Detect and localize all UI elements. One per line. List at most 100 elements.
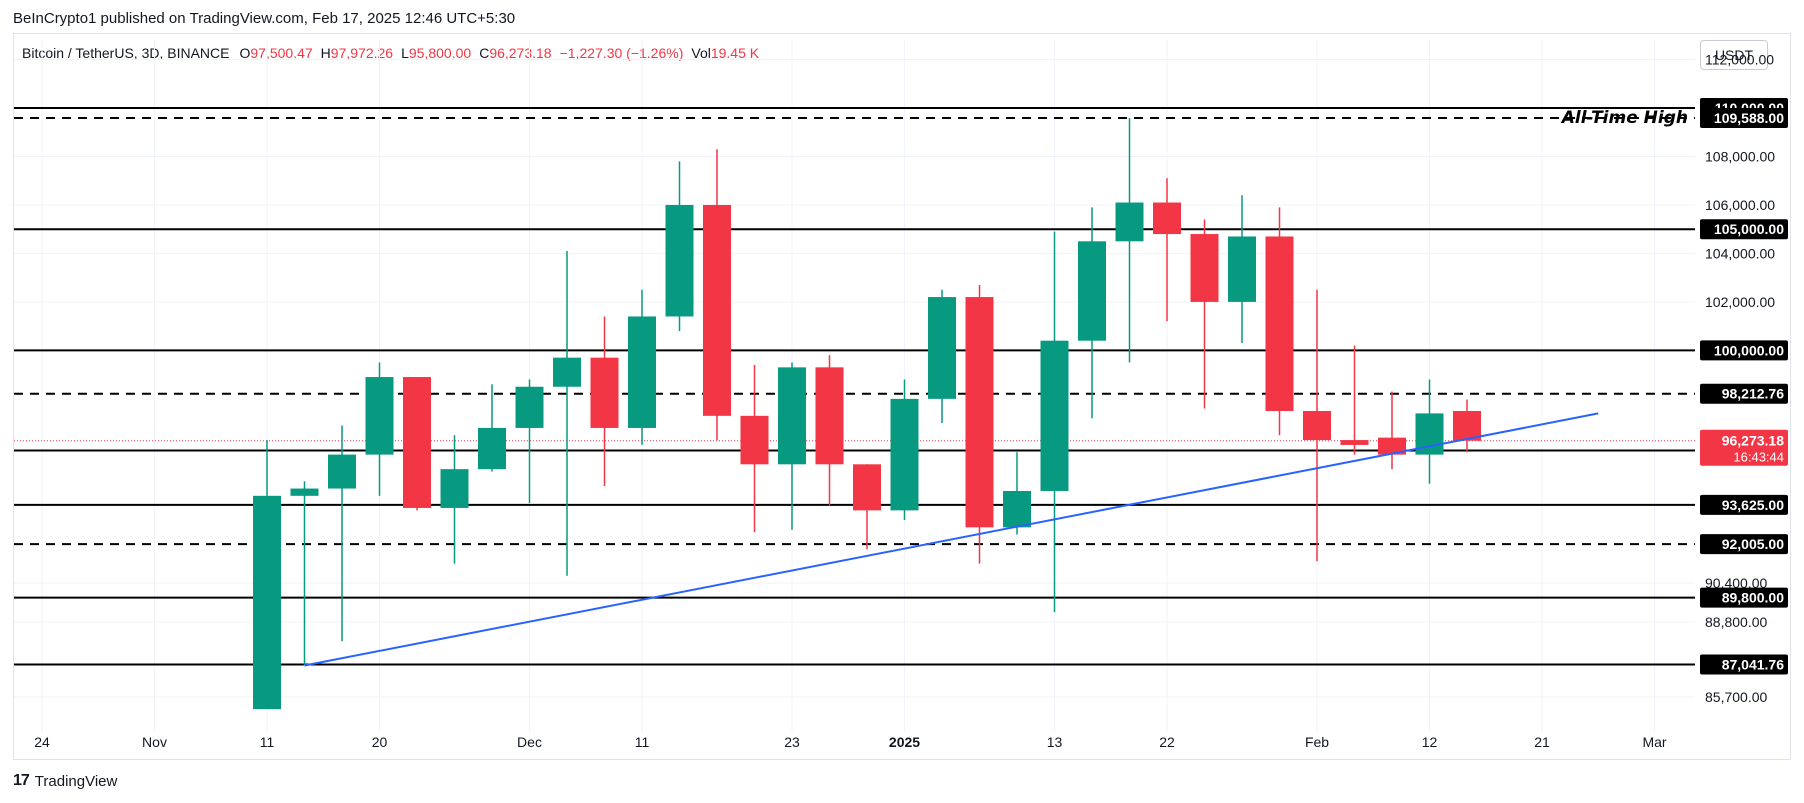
candle-body — [778, 367, 806, 465]
change-value: −1,227.30 (−1.26%) — [559, 45, 684, 61]
level-badge-label: 89,800.00 — [1722, 590, 1784, 606]
symbol-name[interactable]: Bitcoin / TetherUS, 3D, BINANCE — [22, 45, 230, 61]
tradingview-logo-icon[interactable]: 17 — [13, 772, 30, 789]
time-tick-label: Mar — [1642, 734, 1666, 750]
candle-body — [590, 357, 619, 428]
current-price-badge-bg — [1700, 429, 1788, 466]
candle-body — [1040, 340, 1069, 491]
candle-body — [1303, 410, 1331, 441]
candle-down — [1153, 178, 1181, 322]
open-label: O — [239, 45, 251, 61]
level-badge: 109,588.00 — [1700, 107, 1788, 128]
candle-down — [1453, 399, 1481, 453]
low-value: 95,800.00 — [408, 45, 472, 61]
candles — [253, 117, 1481, 710]
candle-body — [928, 297, 956, 399]
grid — [14, 40, 1695, 732]
candle-body — [365, 377, 394, 455]
level-badge: 87,041.76 — [1700, 654, 1788, 675]
candle-body — [703, 204, 731, 416]
candle-body — [1378, 437, 1406, 455]
footer: 17 TradingView — [13, 772, 117, 790]
time-tick-label: 13 — [1047, 734, 1063, 750]
level-badge-label: 105,000.00 — [1714, 221, 1784, 237]
candle-body — [478, 427, 506, 470]
candle-up — [515, 379, 544, 504]
countdown-label: 16:43:44 — [1733, 450, 1784, 465]
candle-down — [1340, 345, 1369, 455]
price-tick-label: 102,000.00 — [1705, 294, 1775, 310]
time-tick-label: Feb — [1305, 734, 1329, 750]
candle-down — [815, 355, 844, 506]
high-label: H — [320, 45, 331, 61]
footer-brand[interactable]: TradingView — [34, 772, 118, 790]
candle-body — [1078, 241, 1106, 341]
level-badge: 93,625.00 — [1700, 494, 1788, 515]
time-tick-label: 20 — [372, 734, 388, 750]
candle-down — [703, 149, 731, 441]
volume-value: 19.45 K — [710, 45, 760, 61]
candle-down — [1303, 289, 1331, 562]
candle-up — [365, 362, 394, 496]
symbol-legend: Bitcoin / TetherUS, 3D, BINANCE O97,500.4… — [22, 45, 767, 61]
candle-up — [1078, 207, 1106, 419]
time-tick-label: 21 — [1534, 734, 1550, 750]
candle-up — [1228, 195, 1256, 344]
price-tick-label: 85,700.00 — [1705, 689, 1767, 705]
candle-up — [253, 440, 281, 710]
candle-body — [1340, 440, 1369, 445]
candle-down — [1265, 207, 1294, 436]
candle-up — [928, 289, 956, 424]
time-axis: 24 Nov 11 20 Dec 11 23 2025 13 22 Feb 12 21 Mar — [34, 734, 1667, 750]
time-tick-label: 22 — [1159, 734, 1175, 750]
candle-body — [853, 464, 881, 511]
candle-body — [1003, 490, 1031, 528]
price-tick-label: 88,800.00 — [1705, 614, 1767, 630]
time-tick-label: Nov — [142, 734, 167, 750]
level-badge-label: 98,212.76 — [1722, 386, 1784, 402]
currency-button[interactable]: USDT — [1700, 40, 1768, 70]
level-badge-bg — [1700, 340, 1788, 361]
candle-up — [328, 425, 356, 642]
candle-body — [665, 204, 694, 317]
candle-body — [1265, 236, 1294, 411]
level-badge-bg — [1700, 534, 1788, 555]
level-badge: 98,212.76 — [1700, 383, 1788, 404]
candle-body — [515, 386, 544, 428]
candle-down — [403, 377, 431, 511]
candle-up — [628, 289, 656, 445]
level-badge-label: 109,588.00 — [1714, 110, 1784, 126]
time-tick-label: 2025 — [889, 734, 920, 750]
time-tick-label: Dec — [517, 734, 542, 750]
low-label: L — [401, 45, 409, 61]
close-value: 96,273.18 — [489, 45, 552, 61]
candle-body — [440, 469, 469, 508]
candle-body — [628, 316, 656, 428]
level-badge: 100,000.00 — [1700, 340, 1788, 361]
price-axis: 112,000.00 108,000.00 106,000.00 104,000.00… — [1700, 52, 1788, 705]
candle-body — [1228, 236, 1256, 302]
trendline — [304, 412, 1599, 667]
level-badge: 92,005.00 — [1700, 534, 1788, 555]
candle-body — [815, 367, 844, 465]
level-badge-bg — [1700, 219, 1788, 240]
level-badge-bg — [1700, 587, 1788, 608]
candle-up — [665, 161, 694, 331]
candle-body — [328, 454, 356, 489]
candle-body — [553, 357, 581, 387]
close-label: C — [479, 45, 490, 61]
candle-body — [1115, 202, 1144, 242]
candle-body — [1153, 202, 1181, 235]
publisher-line: BeInCrypto1 published on TradingView.com… — [13, 10, 516, 27]
level-badge-label: 87,041.76 — [1722, 656, 1784, 672]
candle-up — [290, 481, 319, 666]
time-tick-label: 11 — [260, 734, 275, 750]
level-badge-bg — [1700, 107, 1788, 128]
candle-down — [740, 364, 769, 533]
candle-body — [290, 488, 319, 496]
open-value: 97,500.47 — [250, 45, 313, 61]
price-tick-label: 104,000.00 — [1705, 245, 1775, 261]
volume-label: Vol — [691, 45, 711, 61]
